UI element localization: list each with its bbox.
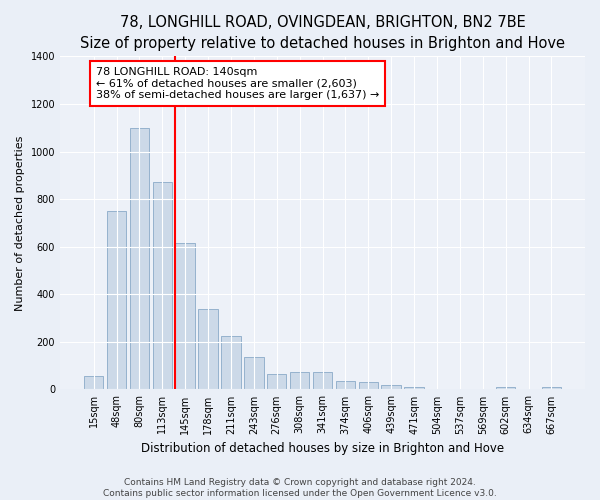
Bar: [221, 336, 241, 390]
Bar: [335, 381, 355, 390]
Text: 78 LONGHILL ROAD: 140sqm
← 61% of detached houses are smaller (2,603)
38% of sem: 78 LONGHILL ROAD: 140sqm ← 61% of detach…: [96, 67, 379, 100]
Title: 78, LONGHILL ROAD, OVINGDEAN, BRIGHTON, BN2 7BE
Size of property relative to det: 78, LONGHILL ROAD, OVINGDEAN, BRIGHTON, …: [80, 15, 565, 51]
Bar: [542, 387, 561, 390]
Bar: [290, 372, 310, 390]
Bar: [404, 386, 424, 390]
Bar: [267, 374, 286, 390]
Bar: [382, 384, 401, 390]
Y-axis label: Number of detached properties: Number of detached properties: [15, 135, 25, 310]
Bar: [427, 388, 446, 390]
Bar: [175, 243, 195, 390]
Bar: [152, 182, 172, 390]
Bar: [244, 358, 263, 390]
Bar: [84, 376, 103, 390]
Bar: [313, 372, 332, 390]
Bar: [130, 128, 149, 390]
Bar: [496, 387, 515, 390]
Bar: [107, 211, 126, 390]
X-axis label: Distribution of detached houses by size in Brighton and Hove: Distribution of detached houses by size …: [141, 442, 504, 455]
Bar: [359, 382, 378, 390]
Text: Contains HM Land Registry data © Crown copyright and database right 2024.
Contai: Contains HM Land Registry data © Crown c…: [103, 478, 497, 498]
Bar: [199, 308, 218, 390]
